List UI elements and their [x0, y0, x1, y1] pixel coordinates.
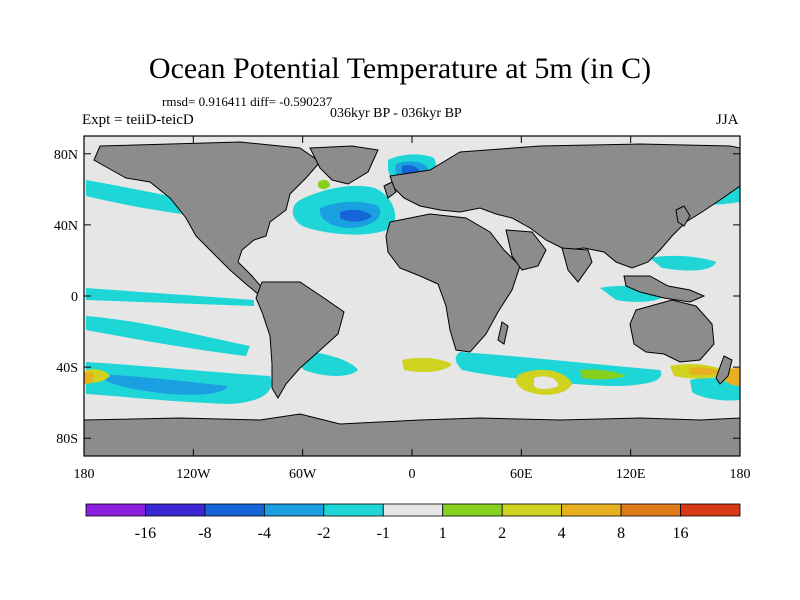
lon-label: 60W — [289, 467, 317, 482]
south-indian-warm-streak — [580, 369, 626, 380]
uk-ireland — [383, 181, 397, 199]
latitude-axis: 80N 40N 0 40S 80S — [54, 148, 740, 447]
colorbar-label: -1 — [377, 525, 390, 542]
southeast-asia-islands — [623, 275, 706, 303]
south-america — [255, 281, 345, 399]
north-atlantic-warm-spot — [318, 179, 330, 189]
colorbar-swatch — [263, 503, 325, 517]
colorbar-label: 4 — [558, 525, 566, 542]
eurasia — [389, 143, 740, 269]
lon-label: 180 — [730, 467, 751, 482]
greenland — [309, 145, 379, 185]
new-zealand — [715, 355, 733, 385]
colorbar-swatch — [323, 503, 384, 517]
experiment-label: Expt = teiiD-teicD — [82, 112, 194, 128]
colorbar-swatch — [442, 503, 503, 517]
australia-south-hot — [690, 367, 720, 376]
lon-label: 180 — [74, 467, 95, 482]
lat-label: 0 — [71, 290, 78, 305]
colorbar-swatch — [561, 503, 622, 517]
colorbar-label: -16 — [135, 525, 156, 542]
colorbar-swatch — [680, 503, 741, 517]
colorbar-swatch — [145, 503, 206, 517]
land-layer — [84, 141, 740, 456]
africa — [385, 213, 521, 353]
tasman-patch — [690, 377, 740, 401]
lat-label: 80S — [56, 432, 78, 447]
equatorial-pacific-band — [86, 288, 254, 306]
colorbar-swatch — [382, 503, 444, 517]
lon-label: 120W — [176, 467, 211, 482]
colorbar: -16 -8 -4 -2 -1 1 2 4 8 16 — [85, 503, 741, 542]
lat-label: 40S — [56, 361, 78, 376]
plot-title: Ocean Potential Temperature at 5m (in C) — [148, 52, 652, 85]
lat-label: 80N — [54, 148, 78, 163]
longitude-axis: 180 120W 60W 0 60E 120E 180 — [74, 136, 751, 482]
southern-ocean-warm-ring-core — [534, 376, 558, 389]
antarctica — [84, 413, 740, 456]
colorbar-swatch — [204, 503, 265, 517]
india — [561, 247, 593, 283]
colorbar-swatch — [501, 503, 563, 517]
lon-label: 0 — [409, 467, 416, 482]
australia — [629, 299, 715, 363]
japan — [675, 205, 691, 227]
north-atlantic-deep-core — [340, 209, 372, 222]
colorbar-label: 2 — [498, 525, 506, 542]
lon-label: 120E — [616, 467, 646, 482]
west-edge-warm — [84, 372, 95, 384]
stats-line: rmsd= 0.916411 diff= -0.590237 — [162, 94, 333, 109]
colorbar-label: -2 — [317, 525, 330, 542]
west-pacific-patch — [650, 255, 716, 271]
lat-label: 40N — [54, 219, 78, 234]
colorbar-label: -8 — [198, 525, 211, 542]
sw-atlantic-warm — [402, 357, 452, 372]
colorbar-label: 16 — [673, 525, 689, 542]
colorbar-swatch — [620, 503, 681, 517]
colorbar-swatch — [85, 503, 146, 517]
period-line: 036kyr BP - 036kyr BP — [330, 106, 462, 121]
madagascar — [497, 321, 509, 345]
colorbar-label: 8 — [617, 525, 625, 542]
south-pacific-band — [86, 316, 250, 356]
southern-pacific-core — [96, 374, 228, 395]
colorbar-label: -4 — [258, 525, 271, 542]
positive-anomaly-layer — [84, 179, 740, 395]
arabia — [505, 229, 547, 271]
lon-label: 60E — [510, 467, 533, 482]
colorbar-label: 1 — [439, 525, 447, 542]
season-label: JJA — [716, 112, 739, 128]
north-america — [93, 141, 321, 295]
